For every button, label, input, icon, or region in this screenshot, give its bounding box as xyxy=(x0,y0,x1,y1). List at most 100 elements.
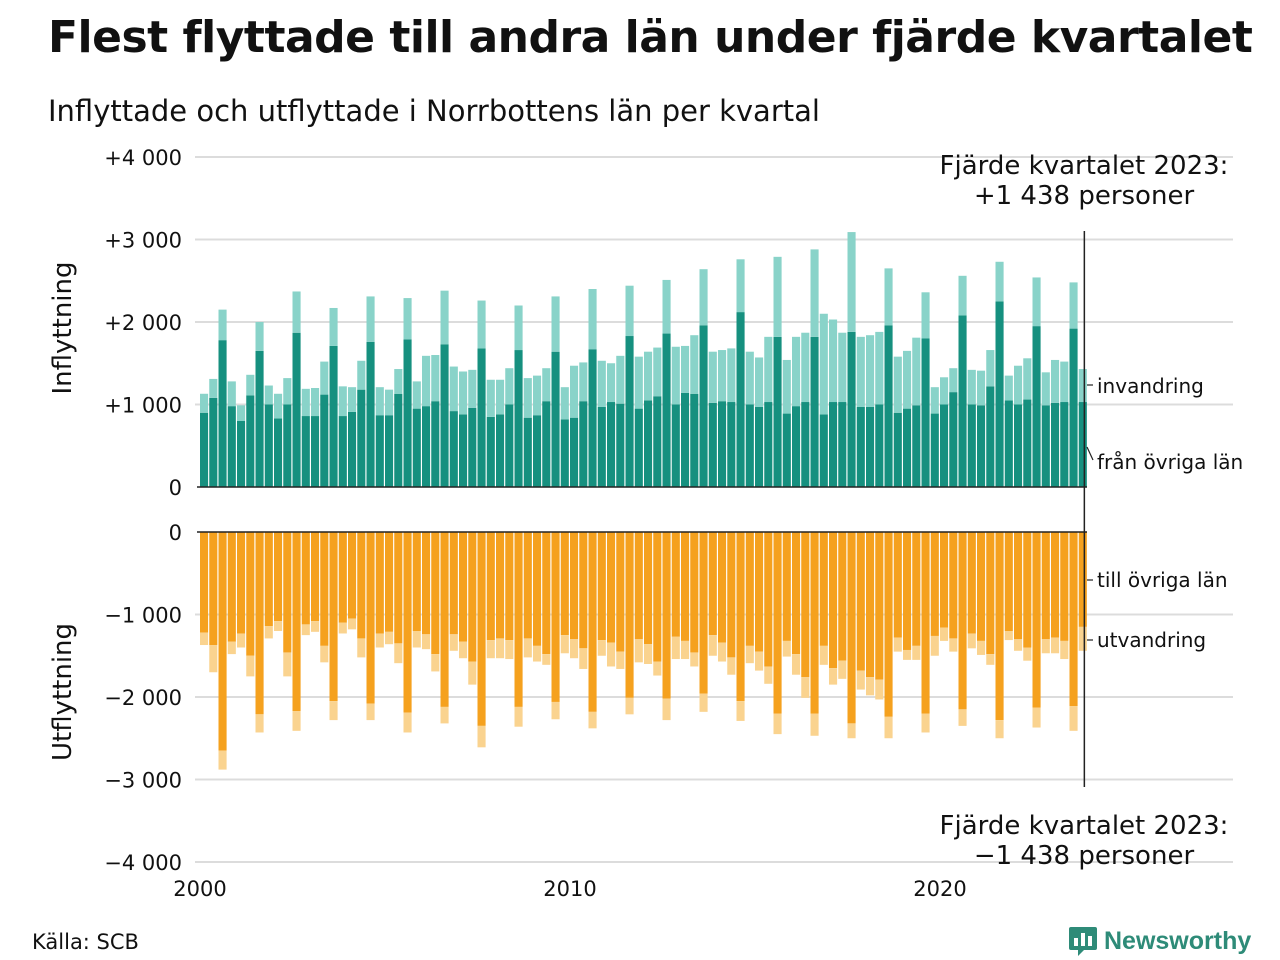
bottom-bar-utvandring xyxy=(801,677,810,698)
top-bar-invandring xyxy=(884,268,893,326)
bottom-bar-utvandring xyxy=(893,637,902,652)
bottom-bar-till-ovriga-lan xyxy=(829,532,838,669)
top-bar-invandring xyxy=(542,368,551,402)
bottom-bar-utvandring xyxy=(468,661,477,685)
top-bar-fran-ovriga-lan xyxy=(560,419,569,487)
brand-logo[interactable]: Newsworthy xyxy=(1068,924,1251,958)
bottom-bar-till-ovriga-lan xyxy=(884,532,893,717)
bottom-bar-utvandring xyxy=(699,693,708,712)
bottom-bar-utvandring xyxy=(264,626,273,639)
bottom-bar-utvandring xyxy=(348,618,357,630)
top-bar-invandring xyxy=(819,313,828,415)
top-bar-invandring xyxy=(727,348,736,403)
top-bar-invandring xyxy=(634,356,643,409)
top-bar-fran-ovriga-lan xyxy=(200,412,209,487)
top-bar-invandring xyxy=(477,300,486,349)
top-bar-fran-ovriga-lan xyxy=(412,408,421,487)
top-bar-invandring xyxy=(708,351,717,403)
top-bar-fran-ovriga-lan xyxy=(348,411,357,487)
bottom-bar-utvandring xyxy=(227,641,236,655)
top-bar-invandring xyxy=(311,388,320,417)
top-bar-fran-ovriga-lan xyxy=(949,392,958,487)
top-bar-invandring xyxy=(847,232,856,332)
bottom-bar-utvandring xyxy=(708,635,717,656)
top-bar-invandring xyxy=(782,359,791,414)
bottom-bar-utvandring xyxy=(579,648,588,669)
bottom-bar-till-ovriga-lan xyxy=(579,532,588,649)
top-bar-fran-ovriga-lan xyxy=(875,404,884,487)
top-bar-fran-ovriga-lan xyxy=(727,402,736,487)
bottom-bar-till-ovriga-lan xyxy=(792,532,801,655)
bottom-bar-utvandring xyxy=(1041,639,1050,654)
bottom-bar-till-ovriga-lan xyxy=(551,532,560,702)
top-bar-fran-ovriga-lan xyxy=(967,404,976,487)
bottom-bar-utvandring xyxy=(671,636,680,660)
top-bar-fran-ovriga-lan xyxy=(977,405,986,487)
top-note-line: +1 438 personer xyxy=(974,181,1195,211)
top-bar-invandring xyxy=(338,386,347,417)
fran-ovriga-lan-leader xyxy=(1086,446,1094,461)
bottom-bar-till-ovriga-lan xyxy=(375,532,384,634)
bottom-bar-utvandring xyxy=(403,712,412,733)
top-bar-fran-ovriga-lan xyxy=(477,348,486,487)
bottom-bar-utvandring xyxy=(1004,631,1013,641)
top-bar-invandring xyxy=(468,369,477,408)
top-bar-fran-ovriga-lan xyxy=(1069,328,1078,487)
bottom-bar-till-ovriga-lan xyxy=(940,532,949,628)
bottom-bar-utvandring xyxy=(1060,640,1069,660)
bottom-bar-utvandring xyxy=(505,640,514,660)
top-bar-invandring xyxy=(385,389,394,416)
top-ytick-label: +1 000 xyxy=(104,394,182,418)
bottom-bar-till-ovriga-lan xyxy=(486,532,495,641)
bottom-bar-till-ovriga-lan xyxy=(1041,532,1050,640)
top-bar-fran-ovriga-lan xyxy=(903,408,912,487)
top-bar-invandring xyxy=(681,345,690,393)
bottom-bar-utvandring xyxy=(727,657,736,675)
top-bar-fran-ovriga-lan xyxy=(431,401,440,487)
bottom-bar-utvandring xyxy=(912,645,921,660)
top-bar-invandring xyxy=(607,363,616,403)
bottom-bar-utvandring xyxy=(523,638,532,658)
top-bar-fran-ovriga-lan xyxy=(662,333,671,487)
top-bar-invandring xyxy=(893,356,902,413)
top-bar-invandring xyxy=(967,369,976,405)
top-bar-invandring xyxy=(514,305,523,351)
bottom-bar-utvandring xyxy=(930,635,939,656)
top-bar-invandring xyxy=(625,285,634,337)
bottom-bar-utvandring xyxy=(514,706,523,727)
top-bar-fran-ovriga-lan xyxy=(634,408,643,487)
bottom-bar-utvandring xyxy=(431,654,440,672)
bottom-bar-utvandring xyxy=(449,634,458,651)
bars xyxy=(200,232,1087,770)
bottom-bar-till-ovriga-lan xyxy=(357,532,366,639)
bottom-bar-till-ovriga-lan xyxy=(755,532,764,652)
bottom-bar-till-ovriga-lan xyxy=(329,532,338,702)
invandring-label: invandring xyxy=(1097,374,1204,398)
top-bar-invandring xyxy=(653,347,662,397)
top-bar-invandring xyxy=(1023,358,1032,400)
bottom-bar-till-ovriga-lan xyxy=(1060,532,1069,641)
top-bar-fran-ovriga-lan xyxy=(283,404,292,487)
top-bar-invandring xyxy=(200,393,209,413)
top-bar-fran-ovriga-lan xyxy=(1032,326,1041,487)
bottom-bar-till-ovriga-lan xyxy=(209,532,218,646)
top-bar-invandring xyxy=(1051,359,1060,403)
bottom-ytick-label: −4 000 xyxy=(104,851,182,875)
top-bar-fran-ovriga-lan xyxy=(921,338,930,487)
top-bar-invandring xyxy=(866,335,875,407)
top-bar-invandring xyxy=(986,350,995,387)
top-bar-fran-ovriga-lan xyxy=(986,386,995,487)
bottom-bar-utvandring xyxy=(311,621,320,632)
top-bar-invandring xyxy=(838,332,847,403)
bottom-bar-till-ovriga-lan xyxy=(616,532,625,652)
bottom-bar-till-ovriga-lan xyxy=(745,532,754,646)
top-bar-invandring xyxy=(348,387,357,412)
bottom-ylabel: Utflyttning xyxy=(48,623,78,761)
bottom-bar-till-ovriga-lan xyxy=(912,532,921,646)
top-bar-fran-ovriga-lan xyxy=(838,402,847,487)
bottom-bar-till-ovriga-lan xyxy=(1023,532,1032,648)
top-bar-fran-ovriga-lan xyxy=(912,405,921,487)
bottom-bar-utvandring xyxy=(292,711,301,731)
bottom-bar-utvandring xyxy=(1078,626,1087,651)
top-bar-fran-ovriga-lan xyxy=(523,417,532,487)
